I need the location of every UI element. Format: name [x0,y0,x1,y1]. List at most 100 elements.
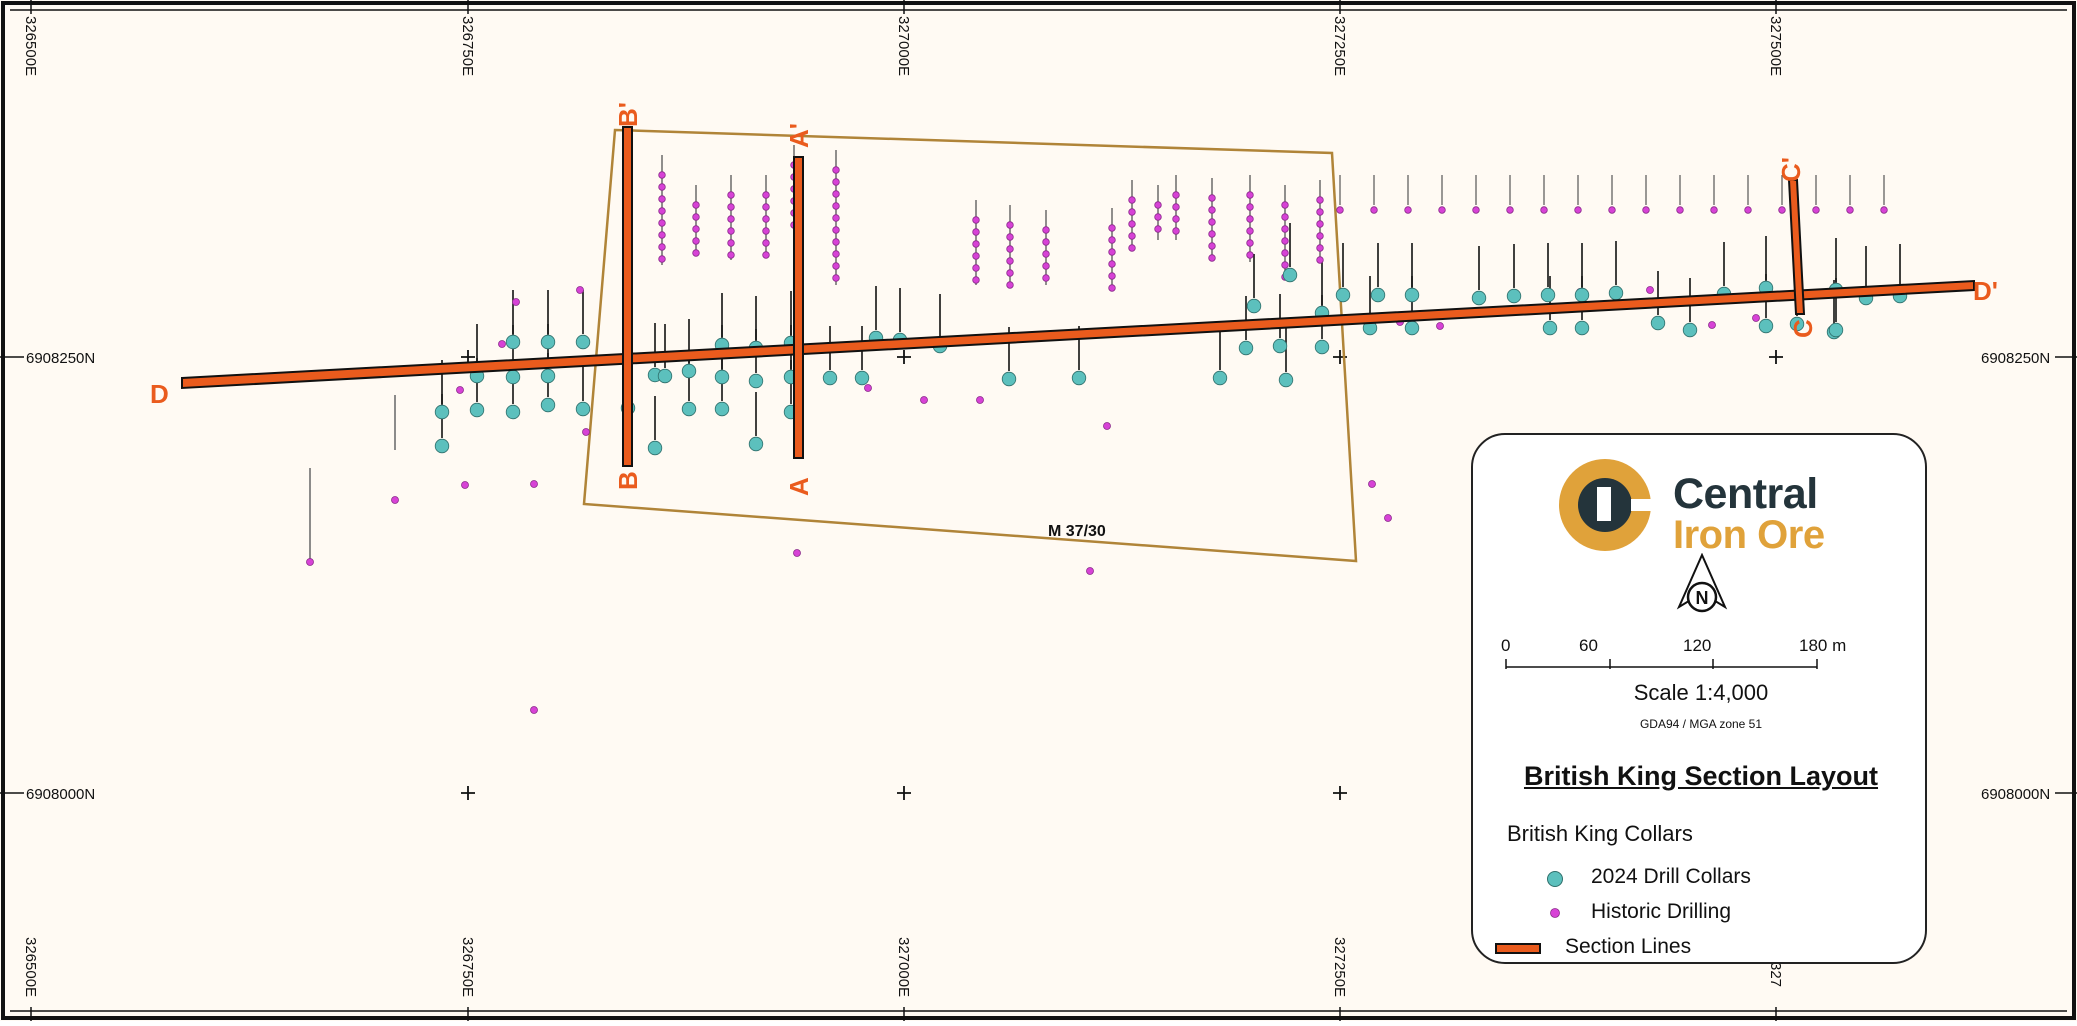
historic-drill-point [1246,191,1254,199]
historic-drill-point [1281,225,1289,233]
legend-title: British King Section Layout [1523,761,1879,791]
drill-collar-2024 [1404,287,1420,303]
historic-drill-point [1540,206,1548,214]
historic-drill-point [1128,244,1136,252]
section-label-b-prime: B' [613,102,643,127]
historic-drill-point [1006,257,1014,265]
historic-drill-point [762,227,770,235]
historic-drill-point [1042,262,1050,270]
drill-collar-2024 [1314,339,1330,355]
scale-tick-60: 60 [1579,636,1598,655]
historic-drill-point [1108,224,1116,232]
tenement-boundary [582,128,1358,563]
historic-drill-point [692,237,700,245]
historic-drill-point [1316,196,1324,204]
historic-drill-point [1006,233,1014,241]
historic-drill-point [692,213,700,221]
historic-drill-point [1281,213,1289,221]
historic-drill-point [512,298,520,306]
drill-collar-2024 [1471,290,1487,306]
scale-tick-0: 0 [1501,636,1510,655]
historic-drill-point [1006,269,1014,277]
legend-box: Central Iron Ore N 0 60 120 180 m Scale … [1471,433,1927,964]
historic-drill-point [1316,208,1324,216]
historic-drill-point [1128,232,1136,240]
historic-drill-point [1708,321,1716,329]
historic-drill-point [498,340,506,348]
historic-drill-point [793,549,801,557]
historic-drill-point [1246,227,1254,235]
historic-drill-point [658,207,666,215]
historic-drill-point [1744,206,1752,214]
historic-drill-point [832,250,840,258]
historic-drill-point [832,190,840,198]
historic-drill-point [1336,206,1344,214]
historic-drill-point [658,195,666,203]
drill-collar-2024 [1335,287,1351,303]
historic-drill-point [762,203,770,211]
historic-drill-point [1208,218,1216,226]
drill-collar-2024 [1278,372,1294,388]
drill-collar-2024 [1506,288,1522,304]
drill-collar-2024 [657,368,673,384]
drill-collar-2024 [1542,320,1558,336]
grid-label-bottom-2: 326750E [459,937,476,997]
historic-drill-point [832,274,840,282]
historic-drill-point [692,201,700,209]
grid-label-bottom-1: 326500E [22,937,39,997]
company-logo: Central Iron Ore [1557,455,1857,565]
north-arrow-icon: N [1676,553,1728,613]
historic-drill-point [1384,514,1392,522]
drill-collar-2024 [540,368,556,384]
drill-collar-2024 [1272,338,1288,354]
section-line-b[interactable] [622,126,633,467]
historic-drill-point [692,225,700,233]
historic-drill-point [1316,256,1324,264]
section-line-c[interactable] [1787,179,1806,315]
historic-drill-point [1316,244,1324,252]
logo-mark-icon [1559,459,1655,551]
historic-drill-point [1108,260,1116,268]
historic-drill-point [972,252,980,260]
historic-drill-point [1128,208,1136,216]
historic-drill-point [1404,206,1412,214]
historic-drill-point [1646,286,1654,294]
historic-drill-point [658,255,666,263]
legend-label-historic: Historic Drilling [1591,900,1732,923]
drill-collar-2024 [505,369,521,385]
historic-drill-point [1506,206,1514,214]
historic-drill-point [1676,206,1684,214]
historic-drill-point [1006,281,1014,289]
historic-drill-point [972,228,980,236]
grid-label-top-5: 327500E [1767,16,1784,76]
historic-drill-point [456,386,464,394]
historic-drill-point [530,706,538,714]
drill-collar-2024 [540,334,556,350]
drill-collar-2024 [1789,316,1805,332]
historic-drill-point [1042,250,1050,258]
magenta-dot-icon [1550,908,1560,918]
historic-drill-point [1472,206,1480,214]
historic-drill-point [306,558,314,566]
drill-collar-2024 [854,370,870,386]
drill-collar-2024 [434,438,450,454]
historic-drill-point [1208,206,1216,214]
drill-collar-2024 [1404,320,1420,336]
historic-drill-point [864,384,872,392]
drill-collar-2024 [1540,287,1556,303]
drill-collar-2024 [822,370,838,386]
historic-drill-point [832,238,840,246]
historic-drill-point [972,216,980,224]
section-label-a-prime: A' [784,123,814,148]
historic-drill-point [1246,203,1254,211]
historic-drill-point [972,264,980,272]
logo-text-line2: Iron Ore [1673,513,1825,557]
historic-drill-point [658,171,666,179]
north-label: N [1696,588,1709,608]
historic-drill-point [832,226,840,234]
historic-drill-point [1574,206,1582,214]
section-label-d: D [150,379,169,409]
historic-drill-point [1778,206,1786,214]
section-line-a[interactable] [793,156,804,459]
